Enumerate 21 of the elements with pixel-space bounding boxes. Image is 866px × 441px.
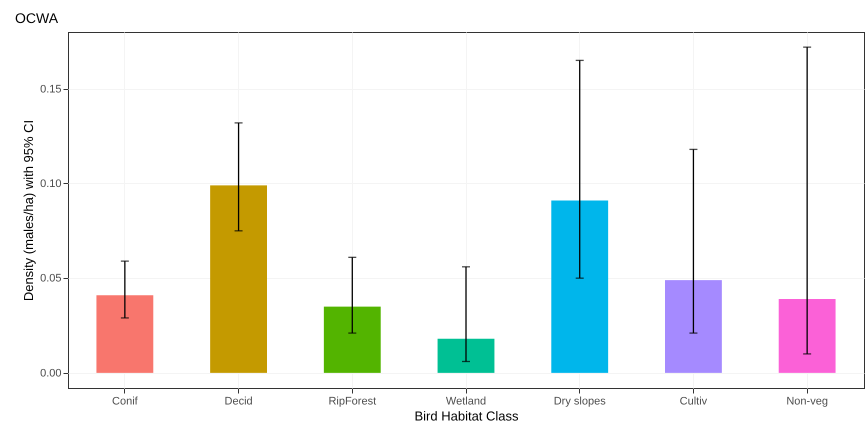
y-tick-label: 0.00 (40, 367, 62, 380)
bar (324, 306, 381, 373)
y-tick-label: 0.10 (40, 178, 62, 190)
x-tick-label: Non-veg (786, 396, 828, 408)
y-axis-title: Density (males/ha) with 95% CI (21, 120, 36, 302)
bar (665, 280, 722, 373)
bar (210, 185, 267, 373)
x-tick-label: Cultiv (680, 396, 708, 408)
x-tick-label: Conif (112, 396, 139, 408)
bar (778, 299, 836, 373)
x-tick-label: Wetland (446, 396, 486, 408)
y-tick-label: 0.05 (40, 272, 62, 285)
y-tick-label: 0.15 (40, 83, 62, 96)
bar (551, 200, 608, 373)
x-tick-label: RipForest (328, 396, 376, 408)
x-tick-label: Decid (224, 396, 253, 408)
chart-title: OCWA (15, 10, 59, 26)
x-tick-label: Dry slopes (554, 396, 606, 408)
bar (96, 295, 154, 373)
x-axis-title: Bird Habitat Class (414, 408, 520, 424)
bar (438, 338, 494, 373)
